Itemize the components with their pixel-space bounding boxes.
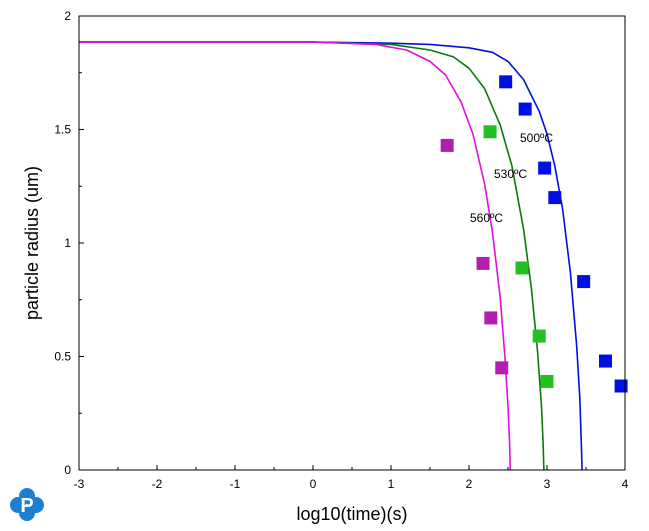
curve-530c	[79, 41, 545, 471]
x-tick-label: -1	[230, 477, 241, 491]
logo-icon: P	[10, 488, 44, 521]
data-point-500c	[548, 191, 562, 205]
y-tick-label: 1.5	[54, 123, 71, 137]
y-axis-label: particle radius (um)	[22, 166, 42, 320]
annotation-560c: 560ºC	[470, 211, 503, 225]
data-point-530c	[532, 329, 546, 343]
curve-500c	[79, 41, 583, 471]
y-tick-label: 0.5	[54, 350, 71, 364]
x-tick-label: -3	[74, 477, 85, 491]
data-point-500c	[614, 379, 628, 393]
data-point-500c	[577, 275, 591, 289]
data-point-500c	[518, 102, 532, 116]
y-axis-ticks: 0 0.5 1 1.5 2	[54, 9, 84, 477]
data-point-560c	[476, 256, 490, 270]
data-point-500c	[499, 75, 513, 89]
y-tick-label: 1	[64, 236, 71, 250]
plot-frame	[78, 15, 626, 471]
data-point-500c	[538, 161, 552, 175]
annotation-500c: 500ºC	[520, 131, 553, 145]
series-curves	[79, 41, 583, 471]
x-tick-label: 4	[622, 477, 629, 491]
x-tick-label: 0	[310, 477, 317, 491]
data-point-500c	[599, 354, 612, 368]
series-markers	[440, 75, 628, 393]
x-tick-label: -2	[152, 477, 163, 491]
x-axis-ticks: -3 -2 -1 0 1 2 3 4	[74, 465, 629, 491]
annotation-530c: 530ºC	[494, 167, 527, 181]
data-point-560c	[495, 361, 509, 375]
logo-letter: P	[20, 495, 33, 517]
x-tick-label: 2	[466, 477, 473, 491]
x-tick-label: 3	[544, 477, 551, 491]
y-tick-label: 0	[64, 463, 71, 477]
data-point-530c	[483, 125, 497, 139]
data-point-560c	[484, 311, 498, 325]
y-tick-label: 2	[64, 9, 71, 23]
data-point-530c	[515, 261, 529, 275]
curve-560c	[79, 41, 512, 471]
x-tick-label: 1	[388, 477, 395, 491]
x-axis-label: log10(time)(s)	[296, 504, 407, 524]
data-point-530c	[540, 374, 554, 388]
data-point-560c	[440, 138, 454, 152]
